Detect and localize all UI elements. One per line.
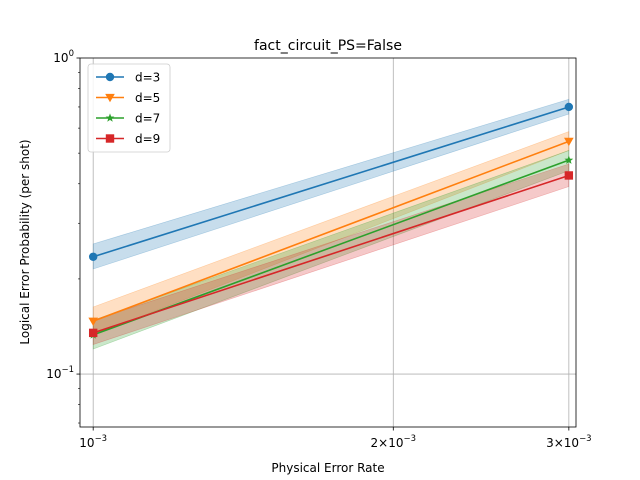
y-tick-exponent: −1 — [61, 365, 74, 375]
x-tick-base: 10 — [388, 436, 403, 450]
triangle-marker — [105, 93, 115, 103]
x-axis-label: Physical Error Rate — [271, 461, 384, 475]
square-marker — [105, 134, 115, 143]
chart-title: fact_circuit_PS=False — [254, 38, 402, 54]
x-tick-label: 10−3 — [79, 434, 107, 450]
x-tick-base: 10 — [564, 436, 579, 450]
y-tick-label: 10−1 — [46, 365, 74, 381]
x-tick-exponent: −3 — [95, 434, 108, 444]
y-axis-label: Logical Error Probability (per shot) — [18, 139, 32, 344]
x-tick-base: 10 — [79, 436, 94, 450]
legend-label: d=9 — [135, 132, 160, 146]
legend-label: d=7 — [135, 112, 160, 126]
triangle-marker — [564, 137, 574, 147]
star-marker — [105, 113, 115, 122]
y-tick-label: 100 — [53, 49, 74, 65]
legend-label: d=3 — [135, 71, 160, 85]
legend: d=3 d=5 d=7 d=9 — [87, 63, 171, 153]
series-lines — [88, 102, 574, 339]
x-tick-label: 3×10−3 — [546, 434, 592, 450]
confidence-band-d7 — [92, 150, 570, 350]
circle-marker — [105, 72, 115, 82]
series-line-d5 — [92, 140, 570, 322]
axes-frame — [79, 57, 577, 428]
x-tick-label: 2×10−3 — [371, 434, 417, 450]
series-line-d3 — [92, 106, 570, 258]
x-tick-exponent: −3 — [579, 434, 592, 444]
legend-box — [87, 63, 171, 153]
y-tick-base: 10 — [53, 51, 68, 65]
legend-label: d=5 — [135, 91, 160, 105]
circle-marker — [88, 252, 98, 261]
circle-marker — [564, 102, 574, 112]
y-tick-base: 10 — [46, 367, 61, 381]
x-tick-coefficient: 2× — [371, 436, 389, 450]
x-tick-coefficient: 3× — [546, 436, 564, 450]
square-marker — [88, 328, 98, 338]
star-marker — [564, 155, 574, 164]
square-marker — [564, 171, 574, 180]
series-line-d9 — [92, 174, 570, 334]
x-tick-exponent: −3 — [404, 434, 417, 444]
triangle-marker — [88, 317, 98, 326]
y-tick-exponent: 0 — [69, 49, 74, 59]
